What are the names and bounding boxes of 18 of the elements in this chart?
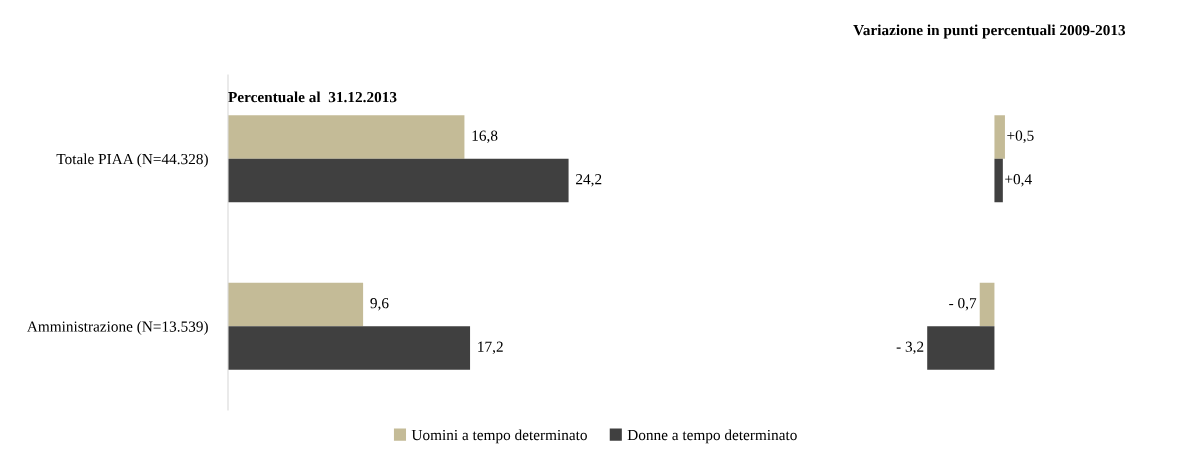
- legend-label: Donne a tempo determinato: [627, 429, 797, 444]
- y-tick-label: Amministrazione (N=13.539): [26, 320, 208, 335]
- data-label: 9,6: [370, 298, 389, 311]
- data-label: 16,8: [472, 130, 498, 143]
- bar: [228, 158, 569, 203]
- text: Percentuale al 31.12.2013: [228, 91, 397, 103]
- data-label: 24,2: [576, 174, 602, 187]
- legend-label: Uomini a tempo determinato: [411, 429, 587, 444]
- chart-title: Variazione in punti percentuali 2009-2013: [853, 24, 1126, 39]
- data-label: +0,4: [1005, 174, 1032, 187]
- y-tick-label: Totale PIAA (N=44.328): [56, 153, 208, 168]
- data-label: +0,5: [1007, 130, 1034, 143]
- bar: [228, 282, 364, 327]
- bar: [228, 326, 471, 370]
- data-label: - 0,7: [949, 297, 977, 311]
- bar: [228, 115, 465, 159]
- data-label: - 3,2: [896, 341, 924, 355]
- data-label: 17,2: [478, 341, 503, 355]
